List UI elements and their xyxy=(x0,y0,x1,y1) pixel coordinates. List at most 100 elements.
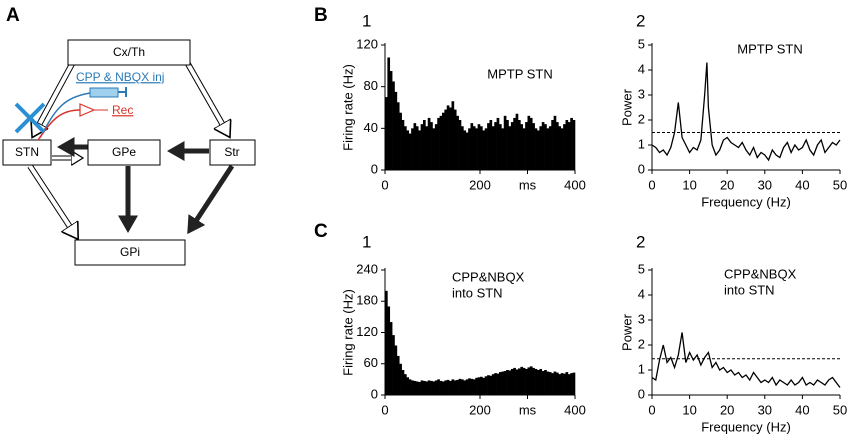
bar xyxy=(520,366,524,395)
bar xyxy=(418,381,421,395)
chart-title: CPP&NBQX xyxy=(724,266,797,281)
bar xyxy=(546,371,550,395)
y-tick-label: 0 xyxy=(371,386,378,401)
x-tick-label: 400 xyxy=(564,402,586,417)
x-tick-label: 50 xyxy=(833,177,847,192)
node-label: STN xyxy=(15,145,39,159)
bar xyxy=(446,105,450,170)
x-tick-label: 20 xyxy=(720,402,734,417)
bar xyxy=(470,123,474,170)
bar xyxy=(544,370,547,395)
bar xyxy=(404,126,407,170)
bar xyxy=(506,120,509,170)
bar xyxy=(425,126,429,170)
bar xyxy=(570,373,573,395)
spectrum-line xyxy=(651,62,841,162)
recording-label: Rec xyxy=(112,103,133,117)
panel-number: 1 xyxy=(362,232,371,251)
bar xyxy=(461,379,464,395)
x-tick-label: 0 xyxy=(381,402,388,417)
y-tick-label: 180 xyxy=(356,293,378,308)
y-tick-label: 40 xyxy=(364,120,378,135)
bar xyxy=(437,379,440,395)
bar xyxy=(408,379,412,395)
bar xyxy=(532,367,535,395)
bar xyxy=(468,378,471,395)
bar xyxy=(425,381,429,395)
bar xyxy=(451,101,455,170)
open-arrows xyxy=(27,62,228,236)
bar xyxy=(489,375,493,395)
bar xyxy=(496,373,500,395)
bar xyxy=(510,368,514,395)
x-tick-label: 50 xyxy=(833,402,847,417)
x-tick-label: 40 xyxy=(795,177,809,192)
bar xyxy=(427,117,431,170)
y-tick-label: 120 xyxy=(356,324,378,339)
bar xyxy=(399,363,402,395)
bar xyxy=(487,123,490,170)
bar xyxy=(515,113,519,170)
bar xyxy=(444,109,448,170)
diagram: Cx/Th STN GPe Str GPi CPP & NBQX inj Rec xyxy=(2,39,256,266)
x-tick-label: ms xyxy=(519,402,537,417)
bar xyxy=(394,345,398,395)
bar xyxy=(423,380,426,395)
chart-title: into STN xyxy=(452,285,503,300)
bar xyxy=(475,377,478,395)
bar xyxy=(551,120,554,170)
y-tick-label: 0 xyxy=(638,161,645,176)
y-tick-label: 5 xyxy=(638,36,645,51)
bar xyxy=(465,379,469,395)
bar xyxy=(522,128,526,170)
x-axis-label: Frequency (Hz) xyxy=(701,194,791,209)
bar xyxy=(406,130,410,170)
bar xyxy=(442,112,445,170)
bar xyxy=(503,115,507,170)
bar xyxy=(539,126,543,170)
y-tick-label: 3 xyxy=(638,86,645,101)
bar xyxy=(387,57,391,170)
bar xyxy=(413,380,417,395)
bar xyxy=(522,367,526,395)
bar xyxy=(463,380,467,395)
bar xyxy=(434,380,438,395)
bar xyxy=(420,380,424,395)
bar xyxy=(482,130,486,170)
bar xyxy=(451,379,455,395)
x-tick-label: 0 xyxy=(381,177,388,192)
bar xyxy=(499,124,502,170)
y-tick-label: 1 xyxy=(638,136,645,151)
bar xyxy=(399,112,402,170)
bar xyxy=(449,380,452,395)
bar xyxy=(525,368,528,395)
bar xyxy=(394,91,398,170)
bar xyxy=(506,370,509,395)
y-tick-label: 80 xyxy=(364,78,378,93)
bar xyxy=(565,120,569,170)
x-tick-label: 30 xyxy=(758,177,772,192)
bar xyxy=(439,115,443,170)
bar xyxy=(572,120,576,170)
bar xyxy=(480,376,483,395)
bar xyxy=(558,374,562,395)
bar xyxy=(518,120,521,170)
bar xyxy=(489,120,493,170)
bar xyxy=(529,366,533,395)
bar xyxy=(418,130,421,170)
bar xyxy=(446,379,450,395)
bar xyxy=(567,122,571,170)
node-box xyxy=(87,139,161,166)
bar xyxy=(560,373,564,395)
spectrum-line xyxy=(651,332,841,388)
bar xyxy=(548,372,552,395)
bar xyxy=(453,109,457,170)
y-tick-label: 120 xyxy=(356,36,378,51)
bar xyxy=(534,128,538,170)
bar xyxy=(494,122,497,170)
x-tick-label: ms xyxy=(519,177,537,192)
bar xyxy=(413,123,417,170)
bar xyxy=(518,368,521,395)
node-label: Str xyxy=(224,145,239,159)
x-tick-label: 40 xyxy=(795,402,809,417)
